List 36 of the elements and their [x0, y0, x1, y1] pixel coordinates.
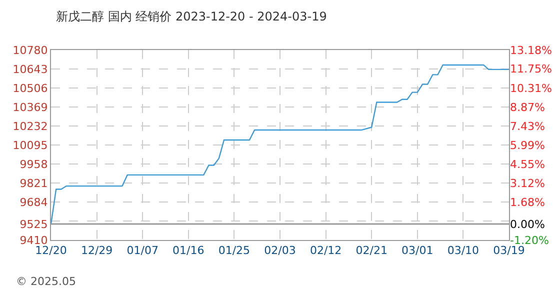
- line-series: [51, 64, 509, 225]
- x-tick-label: 02/03: [264, 244, 296, 258]
- y2-tick-label: 3.12%: [510, 176, 545, 190]
- x-tick-label: 03/10: [447, 244, 480, 258]
- text: © 2025.05: [16, 275, 76, 288]
- y2-tick-label: 10.31%: [510, 82, 552, 95]
- y2-tick-label: 1.68%: [510, 196, 545, 209]
- x-tick-label: 03/01: [402, 244, 434, 258]
- x-tick-label: 12/20: [35, 244, 67, 258]
- y2-tick-label: -1.20%: [510, 234, 549, 247]
- y-tick-label: 9958: [20, 158, 48, 171]
- y-tick-label: 9525: [20, 218, 48, 231]
- y2-tick-label: 13.18%: [510, 44, 552, 57]
- y2-tick-label: 7.43%: [510, 120, 545, 133]
- y2-tick-label: 11.75%: [510, 62, 552, 76]
- y-tick-label: 10095: [12, 138, 48, 152]
- y-tick-label: 9821: [20, 176, 48, 190]
- y2-tick-label: 0.00%: [510, 218, 545, 231]
- y-tick-label: 9410: [20, 234, 48, 247]
- y2-tick-label: 4.55%: [510, 158, 545, 171]
- y2-tick-label: 8.87%: [510, 100, 545, 114]
- x-tick-label: 01/25: [218, 244, 250, 258]
- x-tick-label: 02/21: [356, 244, 388, 258]
- y-tick-label: 9684: [20, 196, 48, 209]
- x-tick-label: 01/16: [172, 244, 204, 258]
- x-tick-label: 02/12: [310, 244, 342, 258]
- y-tick-label: 10643: [12, 62, 48, 76]
- x-tick-label: 12/29: [80, 244, 113, 258]
- y-tick-label: 10369: [12, 100, 48, 114]
- x-tick-label: 03/19: [493, 244, 525, 258]
- x-tick-label: 01/07: [126, 244, 158, 258]
- y-tick-label: 10232: [12, 120, 48, 133]
- chart-title: 新戊二醇 国内 经销价 2023-12-20 - 2024-03-19: [56, 9, 327, 24]
- y-tick-label: 10780: [12, 44, 48, 57]
- y-tick-label: 10506: [12, 82, 48, 95]
- y2-tick-label: 5.99%: [510, 138, 545, 152]
